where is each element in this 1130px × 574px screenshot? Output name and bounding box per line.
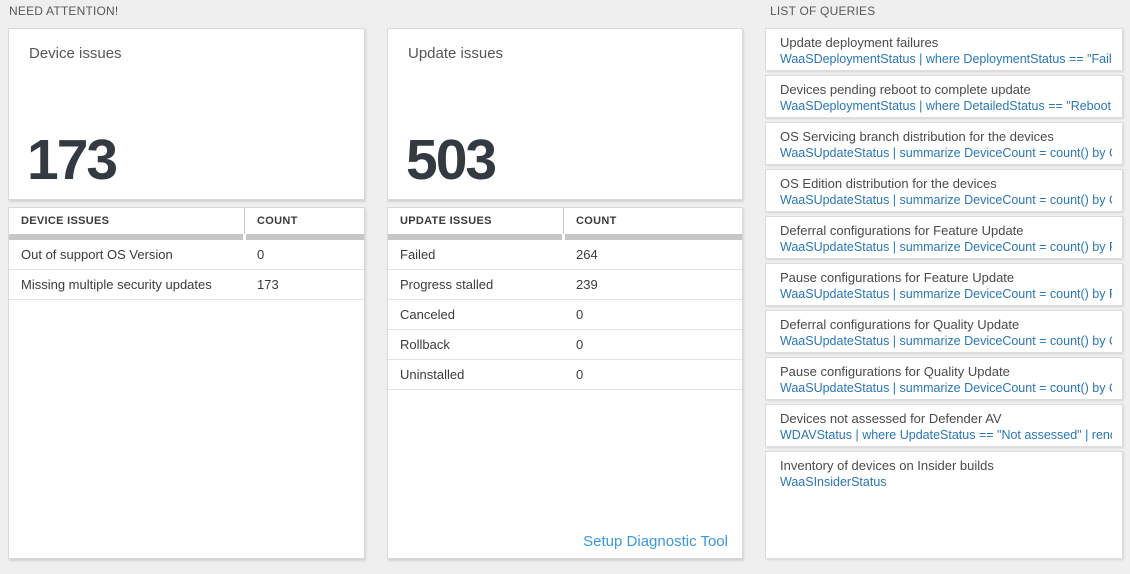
query-title: Inventory of devices on Insider builds [780, 458, 994, 473]
issue-label: Out of support OS Version [21, 247, 173, 262]
column-header-count: COUNT [576, 215, 617, 227]
update-issues-tile[interactable]: Update issues 503 [387, 28, 743, 200]
query-link[interactable]: WaaSUpdateStatus | summarize DeviceCount… [780, 381, 1112, 395]
column-header-device-issues: DEVICE ISSUES [9, 208, 245, 234]
issue-label: Progress stalled [400, 277, 494, 292]
query-title: Devices pending reboot to complete updat… [780, 82, 1031, 97]
query-title: Deferral configurations for Feature Upda… [780, 223, 1024, 238]
update-issues-table: UPDATE ISSUES COUNT Failed 264 Progress … [387, 207, 743, 559]
query-list-item[interactable]: OS Edition distribution for the devices … [765, 169, 1123, 212]
issue-count: 173 [257, 277, 279, 292]
query-title: Pause configurations for Quality Update [780, 364, 1010, 379]
device-issues-table: DEVICE ISSUES COUNT Out of support OS Ve… [8, 207, 365, 559]
issue-label: Uninstalled [400, 367, 465, 382]
query-link[interactable]: WaaSUpdateStatus | summarize DeviceCount… [780, 334, 1112, 348]
column-header-update-issues: UPDATE ISSUES [388, 208, 564, 234]
issue-count: 264 [576, 247, 598, 262]
table-row[interactable]: Uninstalled 0 [388, 360, 742, 390]
issue-label: Missing multiple security updates [21, 277, 212, 292]
device-issues-title: Device issues [29, 45, 122, 62]
query-list: Update deployment failures WaaSDeploymen… [765, 28, 1123, 559]
query-list-item[interactable]: OS Servicing branch distribution for the… [765, 122, 1123, 165]
device-issues-count: 173 [27, 128, 118, 192]
setup-diagnostic-tool-link[interactable]: Setup Diagnostic Tool [583, 533, 728, 550]
query-list-item[interactable]: Inventory of devices on Insider builds W… [765, 451, 1123, 559]
device-issues-table-header: DEVICE ISSUES COUNT [9, 208, 364, 234]
query-link[interactable]: WaaSDeploymentStatus | where DeploymentS… [780, 52, 1112, 66]
query-title: Deferral configurations for Quality Upda… [780, 317, 1020, 332]
update-issues-table-header: UPDATE ISSUES COUNT [388, 208, 742, 234]
column-header-count: COUNT [257, 215, 298, 227]
query-link[interactable]: WaaSUpdateStatus | summarize DeviceCount… [780, 146, 1112, 160]
query-list-item[interactable]: Deferral configurations for Feature Upda… [765, 216, 1123, 259]
query-link[interactable]: WaaSUpdateStatus | summarize DeviceCount… [780, 193, 1112, 207]
issue-count: 0 [576, 367, 584, 382]
table-row[interactable]: Failed 264 [388, 240, 742, 270]
query-title: OS Servicing branch distribution for the… [780, 129, 1054, 144]
issue-label: Failed [400, 247, 436, 262]
query-link[interactable]: WaaSInsiderStatus [780, 475, 887, 489]
query-title: Update deployment failures [780, 35, 939, 50]
horizontal-scrollbar[interactable] [388, 234, 742, 240]
issue-label: Rollback [400, 337, 450, 352]
issue-count: 0 [576, 307, 584, 322]
need-attention-header: NEED ATTENTION! [9, 4, 119, 18]
device-issues-rows: Out of support OS Version 0 Missing mult… [9, 240, 364, 300]
device-issues-tile[interactable]: Device issues 173 [8, 28, 365, 200]
query-list-item[interactable]: Pause configurations for Feature Update … [765, 263, 1123, 306]
issue-label: Canceled [400, 307, 455, 322]
query-link[interactable]: WDAVStatus | where UpdateStatus == "Not … [780, 428, 1112, 442]
list-of-queries-header: LIST OF QUERIES [770, 4, 876, 18]
table-row[interactable]: Canceled 0 [388, 300, 742, 330]
table-row[interactable]: Progress stalled 239 [388, 270, 742, 300]
query-link[interactable]: WaaSUpdateStatus | summarize DeviceCount… [780, 240, 1112, 254]
horizontal-scrollbar[interactable] [9, 234, 364, 240]
query-link[interactable]: WaaSUpdateStatus | summarize DeviceCount… [780, 287, 1112, 301]
query-list-item[interactable]: Update deployment failures WaaSDeploymen… [765, 28, 1123, 71]
update-issues-rows: Failed 264 Progress stalled 239 Canceled… [388, 240, 742, 390]
table-row[interactable]: Missing multiple security updates 173 [9, 270, 364, 300]
query-list-item[interactable]: Devices pending reboot to complete updat… [765, 75, 1123, 118]
issue-count: 239 [576, 277, 598, 292]
issue-count: 0 [257, 247, 265, 262]
table-row[interactable]: Out of support OS Version 0 [9, 240, 364, 270]
table-row[interactable]: Rollback 0 [388, 330, 742, 360]
query-list-item[interactable]: Deferral configurations for Quality Upda… [765, 310, 1123, 353]
query-title: Pause configurations for Feature Update [780, 270, 1015, 285]
update-issues-count: 503 [406, 128, 497, 192]
issue-count: 0 [576, 337, 584, 352]
query-list-item[interactable]: Pause configurations for Quality Update … [765, 357, 1123, 400]
update-issues-title: Update issues [408, 45, 504, 62]
query-title: OS Edition distribution for the devices [780, 176, 997, 191]
query-list-item[interactable]: Devices not assessed for Defender AV WDA… [765, 404, 1123, 447]
query-link[interactable]: WaaSDeploymentStatus | where DetailedSta… [780, 99, 1112, 113]
query-title: Devices not assessed for Defender AV [780, 411, 1002, 426]
